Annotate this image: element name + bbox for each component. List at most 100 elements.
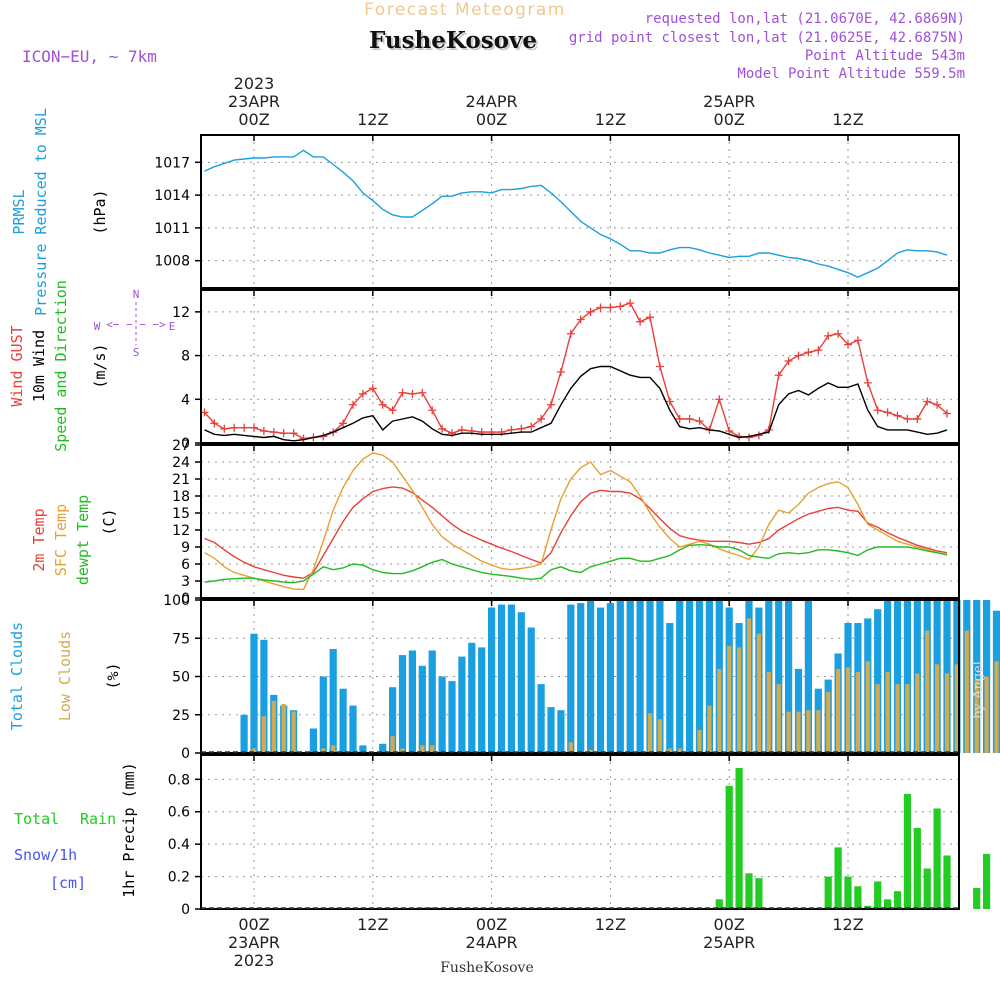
gust-marker bbox=[576, 315, 585, 324]
bar-rain bbox=[923, 868, 931, 909]
bar-low-clouds bbox=[321, 748, 326, 753]
gust-marker bbox=[646, 313, 654, 322]
bar-total-clouds bbox=[785, 600, 793, 753]
bar-low-clouds bbox=[816, 710, 821, 753]
y-tick-label: 1008 bbox=[154, 254, 190, 270]
top-time-label: 00Z bbox=[476, 110, 507, 129]
bar-low-clouds bbox=[826, 691, 831, 753]
cloud-unit: (%) bbox=[104, 662, 122, 689]
gust-marker bbox=[289, 429, 298, 438]
gust-marker bbox=[616, 302, 625, 311]
bar-rain bbox=[943, 855, 951, 909]
bar-total-clouds bbox=[240, 714, 248, 754]
bottom-time-label: 12Z bbox=[357, 915, 388, 934]
bar-total-clouds bbox=[616, 600, 624, 753]
top-time-label: 00Z bbox=[238, 110, 269, 129]
bar-total-clouds bbox=[804, 600, 812, 753]
bar-total-clouds bbox=[497, 604, 506, 753]
gust-marker bbox=[873, 406, 882, 415]
bar-total-clouds bbox=[893, 600, 902, 753]
bar-total-clouds bbox=[557, 710, 565, 753]
bottom-time-label: 00Z bbox=[238, 915, 269, 934]
clouds-panel: 0 25 50 75 100 bbox=[163, 593, 1000, 762]
y-tick-label: 15 bbox=[172, 506, 190, 522]
bar-low-clouds bbox=[647, 713, 653, 753]
bar-rain bbox=[715, 899, 723, 909]
station-shadow: FusheKosove bbox=[371, 29, 539, 56]
precip-axis-label: 1hr Precip (mm) bbox=[120, 762, 138, 897]
bar-total-clouds bbox=[596, 607, 605, 753]
bar-total-clouds bbox=[329, 649, 337, 753]
bar-low-clouds bbox=[855, 671, 860, 753]
compass-mid: <− − − −> bbox=[106, 318, 166, 331]
gust-marker bbox=[368, 384, 377, 393]
gust-marker bbox=[378, 400, 387, 409]
gust-marker bbox=[913, 414, 922, 423]
bar-low-clouds bbox=[885, 671, 890, 753]
pressure-plot-frame bbox=[200, 134, 960, 289]
gust-marker bbox=[675, 414, 684, 423]
bar-total-clouds bbox=[587, 600, 595, 753]
bar-total-clouds bbox=[478, 647, 486, 753]
bar-total-clouds bbox=[418, 665, 426, 753]
pressure-label-msl: Pressure Reduced to MSL bbox=[32, 108, 50, 316]
wind-dir-label: Speed and Direction bbox=[52, 280, 70, 452]
point-altitude: Point Altitude 543m bbox=[805, 48, 965, 64]
y-tick-label: 24 bbox=[172, 455, 190, 471]
panel-border bbox=[200, 444, 960, 599]
gust-marker bbox=[358, 389, 367, 398]
pressure-labels: PRMSL Pressure Reduced to MSL (hPa) bbox=[10, 108, 109, 316]
bar-rain bbox=[983, 853, 991, 909]
total-clouds-label: Total Clouds bbox=[8, 622, 26, 730]
bar-low-clouds bbox=[756, 633, 761, 753]
bar-low-clouds bbox=[568, 742, 573, 753]
bar-low-clouds bbox=[974, 679, 979, 753]
bar-low-clouds bbox=[915, 673, 920, 753]
panel-border bbox=[200, 599, 960, 754]
bar-total-clouds bbox=[319, 676, 327, 753]
gust-marker bbox=[210, 419, 219, 428]
bar-low-clouds bbox=[331, 745, 336, 753]
gust-marker bbox=[527, 422, 536, 431]
bar-low-clouds bbox=[786, 711, 791, 753]
gust-marker bbox=[626, 299, 635, 308]
gust-marker bbox=[250, 423, 258, 432]
gust-marker bbox=[428, 406, 437, 415]
gust-marker bbox=[240, 423, 249, 432]
bar-total-clouds bbox=[488, 607, 496, 753]
wind-unit: (m/s) bbox=[91, 343, 109, 388]
gust-marker bbox=[606, 303, 615, 312]
y-tick-label: 1011 bbox=[154, 221, 190, 237]
top-time-label: 12Z bbox=[832, 110, 863, 129]
y-tick-label: 25 bbox=[172, 708, 190, 724]
bar-total-clouds bbox=[547, 707, 555, 753]
bar-total-clouds bbox=[349, 705, 357, 753]
temp-dewpt-label: dewpt Temp bbox=[74, 495, 92, 585]
bar-total-clouds bbox=[537, 684, 545, 753]
wind-10m-label: 10m Wind bbox=[30, 330, 48, 402]
pressure-unit: (hPa) bbox=[91, 189, 109, 234]
bar-low-clouds bbox=[994, 661, 999, 753]
bottom-time-label: 00Z bbox=[714, 915, 745, 934]
y-tick-label: 4 bbox=[181, 392, 190, 408]
gust-marker bbox=[863, 378, 872, 387]
bar-low-clouds bbox=[905, 684, 910, 753]
compass-rose: N <− − − −> W E S bbox=[94, 288, 176, 359]
low-clouds-label: Low Clouds bbox=[56, 631, 74, 721]
bar-total-clouds bbox=[695, 600, 704, 753]
gust-marker bbox=[715, 395, 724, 404]
chart-title: Forecast Meteogram bbox=[364, 0, 566, 20]
bar-low-clouds bbox=[390, 736, 395, 753]
gust-marker bbox=[893, 411, 902, 420]
requested-location: requested lon,lat (21.0670E, 42.6869N) bbox=[645, 11, 965, 27]
bar-total-clouds bbox=[666, 623, 674, 753]
bar-low-clouds bbox=[746, 618, 752, 753]
gust-marker bbox=[418, 388, 427, 397]
y-tick-label: 0.4 bbox=[168, 837, 190, 853]
bar-low-clouds bbox=[964, 630, 969, 753]
y-tick-label: 18 bbox=[172, 489, 190, 505]
temp-unit: (C) bbox=[100, 508, 118, 535]
gust-marker bbox=[745, 433, 753, 442]
bar-total-clouds bbox=[527, 627, 535, 753]
cloud-labels: Total Clouds Low Clouds (%) bbox=[8, 622, 122, 730]
